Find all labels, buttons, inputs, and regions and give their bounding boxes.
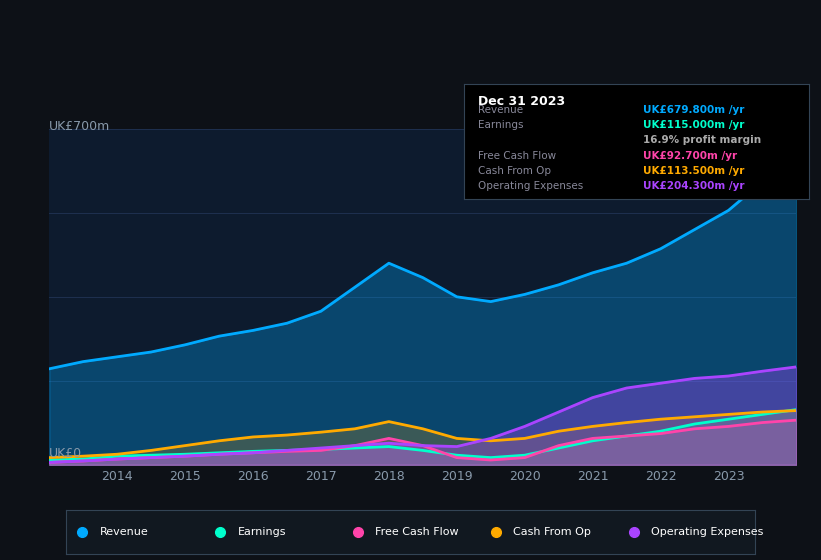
Text: Earnings: Earnings xyxy=(478,120,523,130)
Text: UK£0: UK£0 xyxy=(49,447,82,460)
Text: Operating Expenses: Operating Expenses xyxy=(478,181,583,191)
Text: Free Cash Flow: Free Cash Flow xyxy=(478,151,556,161)
Text: 16.9% profit margin: 16.9% profit margin xyxy=(643,136,761,145)
Text: UK£679.800m /yr: UK£679.800m /yr xyxy=(643,105,745,115)
Text: Revenue: Revenue xyxy=(99,527,149,537)
Text: Dec 31 2023: Dec 31 2023 xyxy=(478,96,565,109)
Text: Earnings: Earnings xyxy=(237,527,286,537)
Text: UK£700m: UK£700m xyxy=(49,119,111,133)
Text: UK£115.000m /yr: UK£115.000m /yr xyxy=(643,120,745,130)
Text: UK£113.500m /yr: UK£113.500m /yr xyxy=(643,166,745,176)
Text: UK£92.700m /yr: UK£92.700m /yr xyxy=(643,151,737,161)
Text: UK£204.300m /yr: UK£204.300m /yr xyxy=(643,181,745,191)
Text: Operating Expenses: Operating Expenses xyxy=(651,527,764,537)
Text: Cash From Op: Cash From Op xyxy=(478,166,551,176)
Text: Free Cash Flow: Free Cash Flow xyxy=(375,527,459,537)
Text: Revenue: Revenue xyxy=(478,105,523,115)
Text: Cash From Op: Cash From Op xyxy=(513,527,591,537)
